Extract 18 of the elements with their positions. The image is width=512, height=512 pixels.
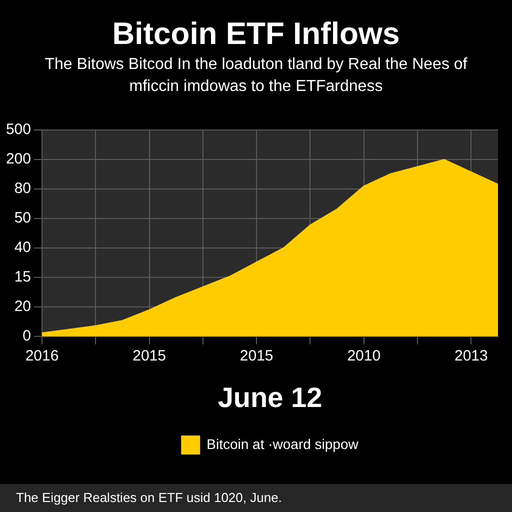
text: 50 [14,210,31,227]
text: 0 [22,328,31,345]
x-tick-label: 2015 [240,348,274,365]
text: 500 [6,121,31,138]
x-tick-label: 2010 [347,348,381,365]
x-tick-label: 2015 [132,348,166,365]
chart-subtitle: The Bitows Bitcod In the loaduton tland by Real the Nees of mficcin imdowas to the ETFardness [44,55,468,97]
text: 80 [14,180,31,198]
text: 40 [14,239,31,256]
text: 200 [6,150,31,168]
x-tick-label: 2016 [25,348,59,365]
text: The Eigger Realsties on ETF usid 1020, June. [0,484,512,512]
x-axis-title: June 12 [218,382,322,413]
chart-title: Bitcoin ETF Inflows [111,16,401,52]
text: 15 [14,268,31,286]
legend-label: Bitcoin at ·woard sippow [206,436,360,452]
text: 20 [14,298,31,316]
x-tick-label: 2013 [454,348,488,365]
